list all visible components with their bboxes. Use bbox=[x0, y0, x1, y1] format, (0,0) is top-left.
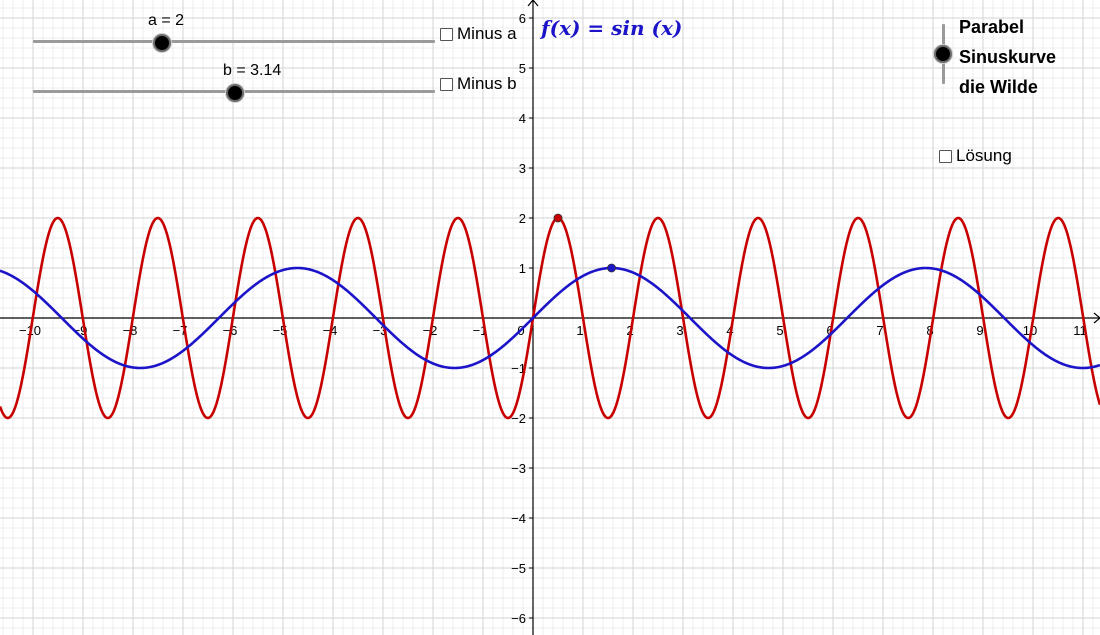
x-tick-label: 7 bbox=[876, 323, 883, 338]
y-tick-label: −4 bbox=[511, 511, 526, 526]
x-tick-label: 3 bbox=[676, 323, 683, 338]
y-axis-arrow bbox=[527, 0, 539, 7]
y-tick-label: −1 bbox=[511, 361, 526, 376]
y-tick-label: 3 bbox=[519, 161, 526, 176]
blue-sine-curve bbox=[0, 266, 1100, 370]
x-tick-label: 5 bbox=[776, 323, 783, 338]
curves bbox=[0, 216, 1100, 420]
x-axis-arrow bbox=[1093, 312, 1100, 324]
radio-option-sinuskurve[interactable]: Sinuskurve bbox=[959, 47, 1057, 67]
checkbox-minus-a-box[interactable] bbox=[440, 27, 453, 41]
checkbox-loesung-box[interactable] bbox=[939, 149, 952, 163]
checkbox-minus-b-box[interactable] bbox=[440, 77, 453, 91]
x-tick-label: 9 bbox=[976, 323, 983, 338]
x-tick-label: 1 bbox=[576, 323, 583, 338]
y-tick-label: 2 bbox=[519, 211, 526, 226]
radio-slider-knob[interactable] bbox=[934, 45, 952, 63]
slider-a-label: a = 2 bbox=[148, 12, 185, 29]
function-label: f(x) = sin (x) bbox=[541, 16, 683, 40]
y-tick-label: −2 bbox=[511, 411, 526, 426]
points bbox=[553, 213, 616, 273]
y-tick-label: 4 bbox=[519, 111, 526, 126]
y-tick-label: 1 bbox=[519, 261, 526, 276]
checkbox-minus-b-label: Minus b bbox=[457, 74, 517, 93]
y-tick-label: −3 bbox=[511, 461, 526, 476]
checkbox-minus-a-label: Minus a bbox=[457, 24, 517, 43]
slider-b-knob[interactable] bbox=[226, 84, 244, 102]
red-curve-point bbox=[553, 213, 563, 223]
blue-curve-point bbox=[607, 263, 616, 273]
checkbox-minus-b[interactable]: Minus b bbox=[440, 74, 517, 94]
checkbox-minus-a[interactable]: Minus a bbox=[440, 24, 517, 44]
y-tick-label: −6 bbox=[511, 611, 526, 626]
radio-option-die-wilde[interactable]: die Wilde bbox=[959, 77, 1038, 97]
checkbox-loesung[interactable]: Lösung bbox=[939, 146, 1012, 166]
slider-b-label: b = 3.14 bbox=[223, 62, 282, 79]
y-tick-label: −5 bbox=[511, 561, 526, 576]
y-tick-label: 6 bbox=[519, 11, 526, 26]
red-sine-curve bbox=[0, 216, 1100, 420]
checkbox-loesung-label: Lösung bbox=[956, 146, 1012, 165]
slider-a-track[interactable] bbox=[33, 40, 435, 43]
slider-a-knob[interactable] bbox=[153, 34, 171, 52]
radio-option-parabel[interactable]: Parabel bbox=[959, 17, 1025, 37]
y-tick-label: 5 bbox=[519, 61, 526, 76]
